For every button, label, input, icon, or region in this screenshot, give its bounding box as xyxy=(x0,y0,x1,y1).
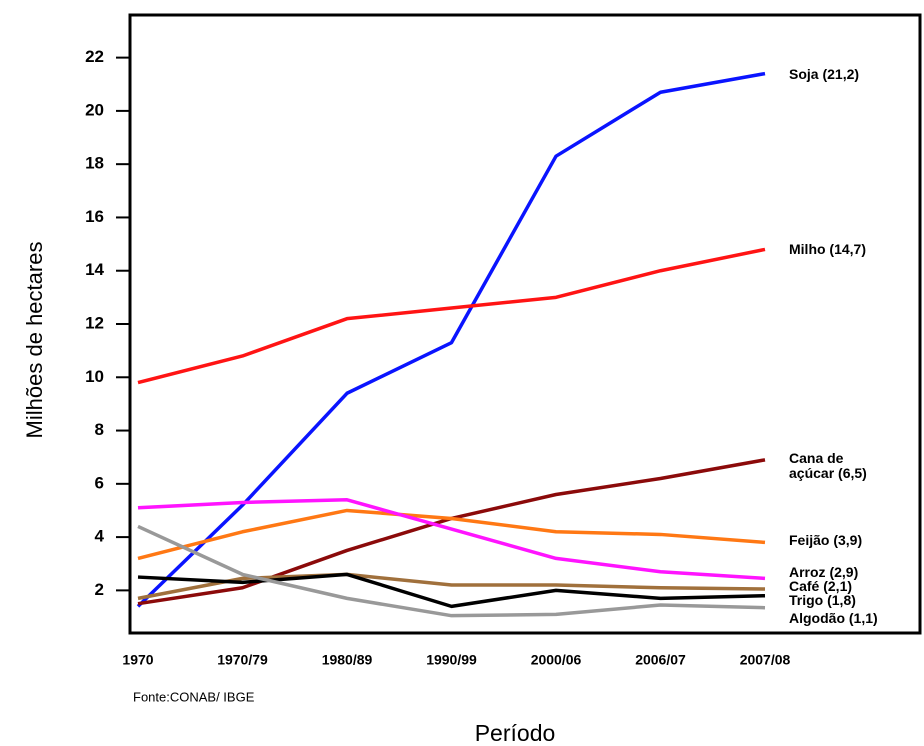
y-tick-label: 10 xyxy=(85,367,104,386)
series-label: Café (2,1) xyxy=(789,579,853,594)
y-tick-label: 18 xyxy=(85,154,104,173)
series-line xyxy=(137,572,766,609)
series-label-box: Trigo (1,8) xyxy=(789,593,856,608)
y-tick-label: 20 xyxy=(85,100,104,119)
y-tick-label: 2 xyxy=(95,580,104,599)
series-label-box: Soja (21,2) xyxy=(789,67,860,82)
series-label-box: Feijão (3,9) xyxy=(789,533,863,548)
series-line xyxy=(137,524,766,618)
series-line xyxy=(137,247,766,385)
x-axis-title: Período xyxy=(475,720,556,746)
series-label: Trigo (1,8) xyxy=(789,593,856,608)
series-label-box: Cana de açúcar (6,5) xyxy=(789,451,867,481)
y-tick-label: 8 xyxy=(95,420,104,439)
series-line xyxy=(137,498,766,581)
source-note: Fonte:CONAB/ IBGE xyxy=(133,689,255,704)
series-label: Arroz (2,9) xyxy=(789,565,859,580)
x-tick-label: 2007/08 xyxy=(740,652,791,668)
series-line xyxy=(137,508,766,561)
series-line xyxy=(136,71,766,608)
series-label-box: Arroz (2,9) xyxy=(789,565,859,580)
x-tick-label: 2000/06 xyxy=(531,652,582,668)
series-label: Cana de açúcar (6,5) xyxy=(789,451,867,481)
x-tick-label: 1990/99 xyxy=(426,652,477,668)
series-label: Feijão (3,9) xyxy=(789,533,863,548)
x-tick-label: 1970 xyxy=(122,652,153,668)
series-label: Algodão (1,1) xyxy=(789,611,878,626)
x-tick-label: 1970/79 xyxy=(217,652,268,668)
y-tick-label: 16 xyxy=(85,207,104,226)
x-tick-label: 1980/89 xyxy=(322,652,373,668)
series-label-box: Milho (14,7) xyxy=(789,242,867,257)
y-tick-label: 12 xyxy=(85,313,104,332)
series-label-box: Algodão (1,1) xyxy=(789,611,878,626)
y-tick-label: 22 xyxy=(85,47,104,66)
series-label: Milho (14,7) xyxy=(789,242,867,257)
series-label-box: Café (2,1) xyxy=(789,579,853,594)
y-tick-label: 14 xyxy=(85,260,104,279)
series-line xyxy=(137,572,766,601)
x-tick-label: 2006/07 xyxy=(635,652,686,668)
series-label: Soja (21,2) xyxy=(789,67,860,82)
y-axis-title: Milhões de hectares xyxy=(22,242,47,439)
y-tick-label: 6 xyxy=(95,473,104,492)
y-tick-label: 4 xyxy=(95,527,105,546)
